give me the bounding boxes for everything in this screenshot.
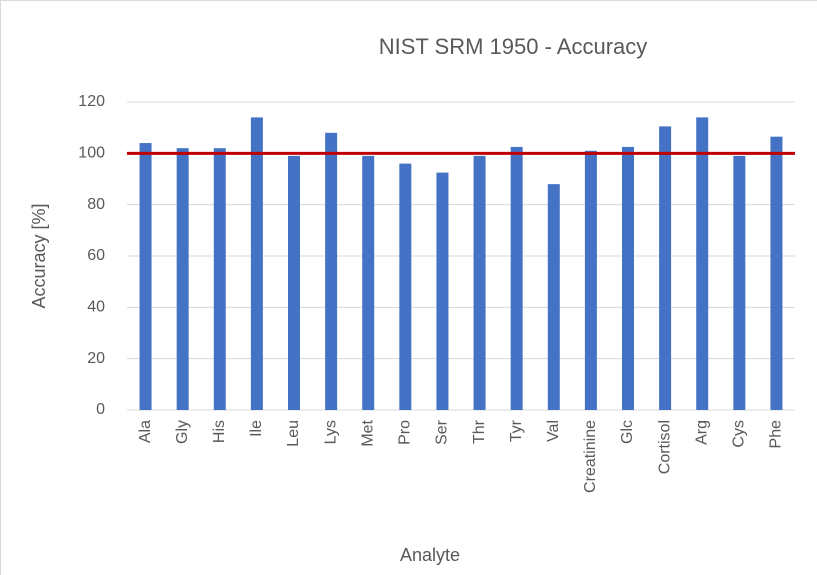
y-tick-label: 100 bbox=[78, 145, 105, 162]
x-tick-label: Ala bbox=[137, 420, 154, 443]
y-tick-label: 20 bbox=[87, 350, 105, 367]
y-tick-label: 80 bbox=[87, 196, 105, 213]
bar bbox=[473, 155, 486, 410]
bar bbox=[510, 146, 523, 410]
x-tick-label: Creatinine bbox=[582, 420, 599, 493]
bar bbox=[176, 148, 189, 410]
bar bbox=[139, 143, 152, 411]
y-tick-label: 0 bbox=[96, 401, 105, 418]
bar bbox=[288, 155, 300, 410]
bar bbox=[659, 126, 672, 410]
x-tick-label: Val bbox=[545, 420, 562, 442]
x-tick-label: His bbox=[211, 420, 228, 443]
x-tick-label: Arg bbox=[693, 420, 710, 445]
y-tick-label: 60 bbox=[87, 247, 105, 264]
x-tick-label: Tyr bbox=[508, 419, 525, 442]
y-tick-label: 40 bbox=[87, 299, 105, 316]
bar bbox=[733, 155, 746, 410]
x-tick-label: Phe bbox=[768, 420, 785, 449]
bar bbox=[622, 146, 634, 410]
bar bbox=[770, 136, 783, 410]
bar bbox=[547, 184, 560, 410]
bar bbox=[436, 172, 449, 410]
x-tick-label: Glc bbox=[619, 420, 636, 444]
x-tick-label: Ser bbox=[434, 419, 451, 445]
y-tick-label: 120 bbox=[78, 93, 105, 110]
x-tick-label: Lys bbox=[322, 420, 339, 444]
y-axis-title: Accuracy [%] bbox=[29, 203, 49, 308]
x-tick-label: Leu bbox=[285, 420, 302, 447]
x-tick-label: Met bbox=[359, 419, 376, 446]
bar bbox=[362, 155, 375, 410]
bar bbox=[250, 117, 263, 411]
x-tick-label: Ile bbox=[248, 420, 265, 437]
x-axis-title: Analyte bbox=[400, 545, 460, 565]
x-tick-label: Cortisol bbox=[656, 420, 673, 474]
bar bbox=[213, 148, 226, 410]
bar bbox=[399, 163, 412, 410]
bar bbox=[696, 117, 709, 411]
bar bbox=[584, 150, 597, 410]
x-tick-label: Pro bbox=[397, 420, 414, 445]
x-tick-label: Cys bbox=[731, 420, 748, 448]
chart-title: NIST SRM 1950 - Accuracy bbox=[379, 34, 648, 59]
x-tick-label: Thr bbox=[471, 419, 488, 444]
x-tick-label: Gly bbox=[174, 420, 191, 444]
bar bbox=[325, 132, 338, 411]
